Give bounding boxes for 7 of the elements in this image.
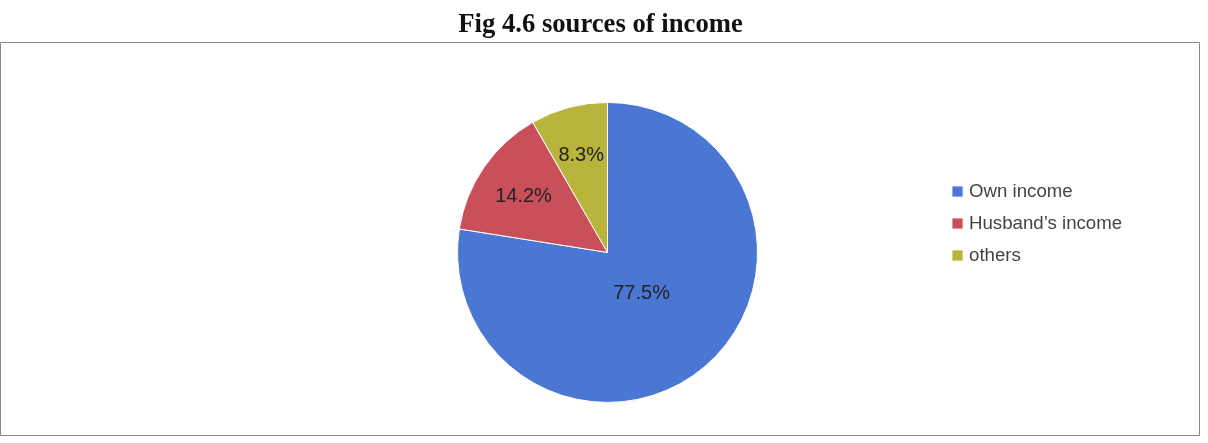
chart-title: Fig 4.6 sources of income <box>458 7 743 38</box>
legend-label: Own income <box>969 180 1073 202</box>
data-label: 8.3% <box>558 143 605 166</box>
legend-label: others <box>969 244 1021 266</box>
legend-label: Husband’s income <box>969 212 1123 234</box>
data-label: 14.2% <box>495 183 553 206</box>
data-label: 77.5% <box>613 281 671 304</box>
